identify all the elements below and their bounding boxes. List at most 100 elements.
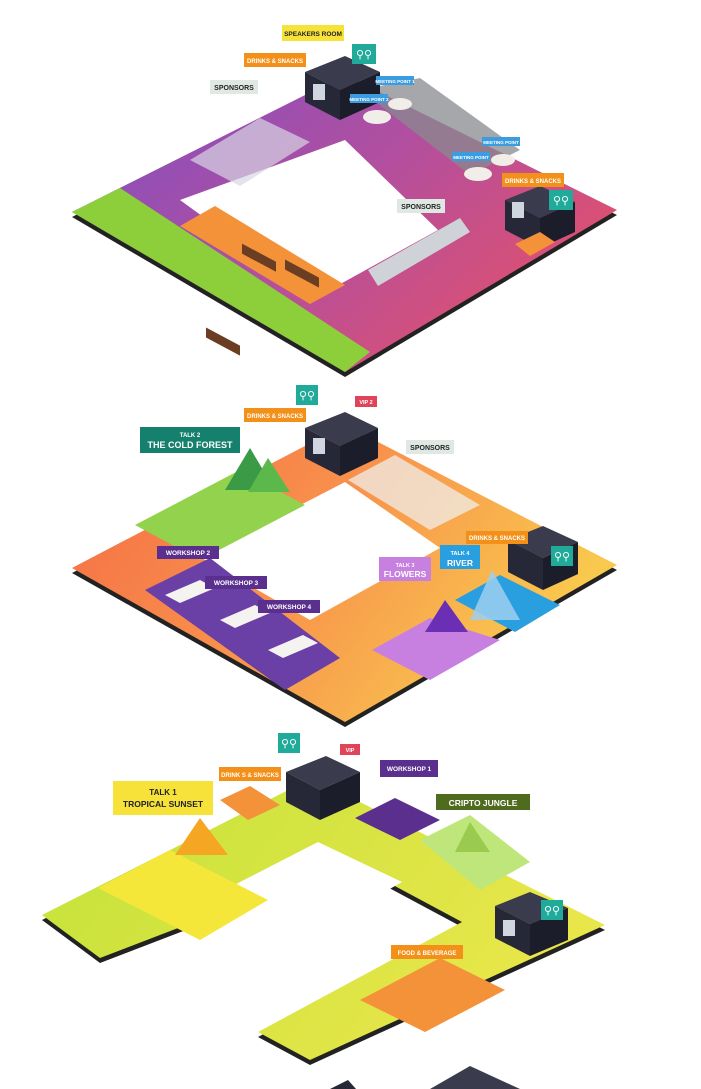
workshop-table bbox=[165, 580, 215, 603]
tag-meeting-point-2-text: MEETING POINT 2 bbox=[349, 97, 389, 102]
wc-icon bbox=[549, 190, 573, 210]
tag-sponsors-1 bbox=[210, 80, 258, 94]
tag-meeting-point-3-text: MEETING POINT bbox=[483, 140, 519, 145]
tag-talk2 bbox=[140, 427, 240, 453]
tag-talk1 bbox=[113, 781, 213, 815]
tag-workshop2 bbox=[157, 546, 219, 559]
floor-top-orange-corner bbox=[515, 232, 555, 256]
wc-icon-glyph: ⚲⚲ bbox=[544, 905, 560, 917]
forest-tree bbox=[248, 458, 290, 492]
tag-meeting-point-1-text: MEETING POINT 1 bbox=[375, 79, 415, 84]
tag-talk1-big: TROPICAL SUNSET bbox=[123, 799, 204, 809]
floor-top-table bbox=[242, 243, 276, 272]
wc-icon-glyph: ⚲⚲ bbox=[554, 551, 570, 563]
tag-drinks-snacks-mid-1 bbox=[244, 408, 306, 422]
jungle-pyramid bbox=[455, 822, 490, 852]
tag-meeting-point-1 bbox=[376, 76, 414, 85]
tag-speakers-room bbox=[282, 25, 344, 41]
tag-sponsors-mid-text: SPONSORS bbox=[410, 445, 450, 452]
tag-drinks-snacks-2 bbox=[502, 173, 564, 187]
meeting-table bbox=[491, 154, 515, 166]
tag-drinks-snacks-mid-2 bbox=[466, 531, 528, 544]
tag-talk4-big: RIVER bbox=[447, 558, 473, 568]
wc-icon bbox=[352, 44, 376, 64]
tag-speakers-room-text: SPEAKERS ROOM bbox=[284, 31, 342, 38]
floor-bottom-purple-area bbox=[355, 798, 440, 840]
tag-food-beverage-text: FOOD & BEVERAGE bbox=[398, 951, 457, 957]
tag-drinks-snacks-1 bbox=[244, 53, 306, 67]
meeting-table bbox=[464, 167, 492, 181]
floor-bottom-orange-area bbox=[360, 958, 505, 1032]
flowers-pyramid bbox=[425, 600, 468, 632]
tag-workshop3-text: WORKSHOP 3 bbox=[214, 580, 259, 587]
floor-top-sponsor-area-1 bbox=[190, 118, 310, 186]
tag-talk1-small: TALK 1 bbox=[149, 788, 177, 797]
wc-icon bbox=[551, 546, 573, 566]
sunset-pyramid bbox=[175, 818, 228, 855]
floor-middle-lilac-area bbox=[372, 618, 500, 680]
wc-icon bbox=[296, 385, 318, 405]
river-pyramid bbox=[470, 570, 520, 620]
floor-bottom: ⚲⚲ VIP DRINK S & SNACKS WORKSHOP 1 TALK … bbox=[42, 733, 605, 1065]
tag-workshop1-text: WORKSHOP 1 bbox=[387, 766, 432, 773]
tag-vip2-text: VIP 2 bbox=[359, 400, 372, 406]
floor-partial-bottom bbox=[430, 1066, 520, 1089]
tag-cripto-jungle bbox=[436, 794, 530, 810]
wc-icon-glyph: ⚲⚲ bbox=[553, 195, 569, 207]
floor-top: SPEAKERS ROOM ⚲⚲ DRINKS & SNACKS SPONSOR… bbox=[72, 25, 617, 377]
tag-talk3-small: TALK 3 bbox=[396, 563, 415, 569]
floor-bottom-vip-box bbox=[286, 756, 360, 820]
wc-icon bbox=[541, 900, 563, 920]
tag-workshop2-text: WORKSHOP 2 bbox=[166, 550, 211, 557]
floor-bottom-orange-corner bbox=[220, 786, 280, 820]
workshop-table bbox=[268, 635, 318, 658]
tag-food-beverage bbox=[391, 945, 463, 959]
floor-bottom-cut bbox=[205, 842, 402, 940]
tag-workshop1 bbox=[380, 760, 438, 777]
floor-partial-bottom-2 bbox=[330, 1080, 356, 1089]
floor-middle-green-area bbox=[135, 470, 305, 560]
meeting-table bbox=[363, 110, 391, 124]
tag-talk4-small: TALK 4 bbox=[451, 551, 471, 557]
floor-top-sponsor-area-2 bbox=[368, 218, 470, 286]
floor-middle: ⚲⚲ DRINKS & SNACKS VIP 2 TALK 2 THE COLD… bbox=[72, 385, 617, 727]
tag-meeting-point-3 bbox=[482, 137, 520, 146]
tag-vip-text: VIP bbox=[346, 748, 355, 754]
tag-drinks-snacks-bot-text: DRINK S & SNACKS bbox=[221, 773, 279, 779]
workshop-table bbox=[220, 605, 270, 628]
floor-top-table bbox=[206, 327, 240, 356]
tag-sponsors-mid bbox=[406, 440, 454, 454]
tag-talk3 bbox=[379, 557, 431, 581]
floor-middle-sponsor-area bbox=[348, 455, 480, 530]
meeting-table bbox=[388, 98, 412, 110]
floor-middle-elevator-box-1 bbox=[305, 412, 378, 476]
tag-drinks-snacks-bot bbox=[219, 767, 281, 781]
tag-sponsors-1-text: SPONSORS bbox=[214, 85, 254, 92]
wc-icon-glyph: ⚲⚲ bbox=[356, 49, 372, 61]
tag-vip2 bbox=[355, 396, 377, 407]
tag-talk2-small: TALK 2 bbox=[180, 433, 201, 439]
wc-icon-glyph: ⚲⚲ bbox=[299, 390, 315, 402]
tag-cripto-jungle-text: CRIPTO JUNGLE bbox=[449, 798, 518, 808]
tag-meeting-point-4 bbox=[452, 152, 490, 161]
tag-workshop4-text: WORKSHOP 4 bbox=[267, 604, 312, 611]
tag-drinks-snacks-2-text: DRINKS & SNACKS bbox=[505, 179, 561, 185]
tag-talk4 bbox=[440, 545, 480, 569]
floor-bottom-green-area bbox=[420, 815, 530, 890]
floor-bottom-yellow-area bbox=[98, 850, 268, 940]
wc-icon bbox=[278, 733, 300, 753]
tag-drinks-snacks-mid-1-text: DRINKS & SNACKS bbox=[247, 414, 303, 420]
wc-icon-glyph: ⚲⚲ bbox=[281, 738, 297, 750]
tag-drinks-snacks-mid-2-text: DRINKS & SNACKS bbox=[469, 536, 525, 542]
tag-vip bbox=[340, 744, 360, 755]
floor-top-table bbox=[285, 259, 319, 288]
tag-meeting-point-2 bbox=[350, 94, 388, 103]
tag-sponsors-2 bbox=[397, 199, 445, 213]
tag-drinks-snacks-1-text: DRINKS & SNACKS bbox=[247, 59, 303, 65]
tag-sponsors-2-text: SPONSORS bbox=[401, 204, 441, 211]
tag-workshop3 bbox=[205, 576, 267, 589]
tag-talk2-big: THE COLD FOREST bbox=[148, 440, 234, 450]
tag-meeting-point-4-text: MEETING POINT bbox=[453, 155, 489, 160]
floor-top-green-strip bbox=[72, 188, 370, 372]
